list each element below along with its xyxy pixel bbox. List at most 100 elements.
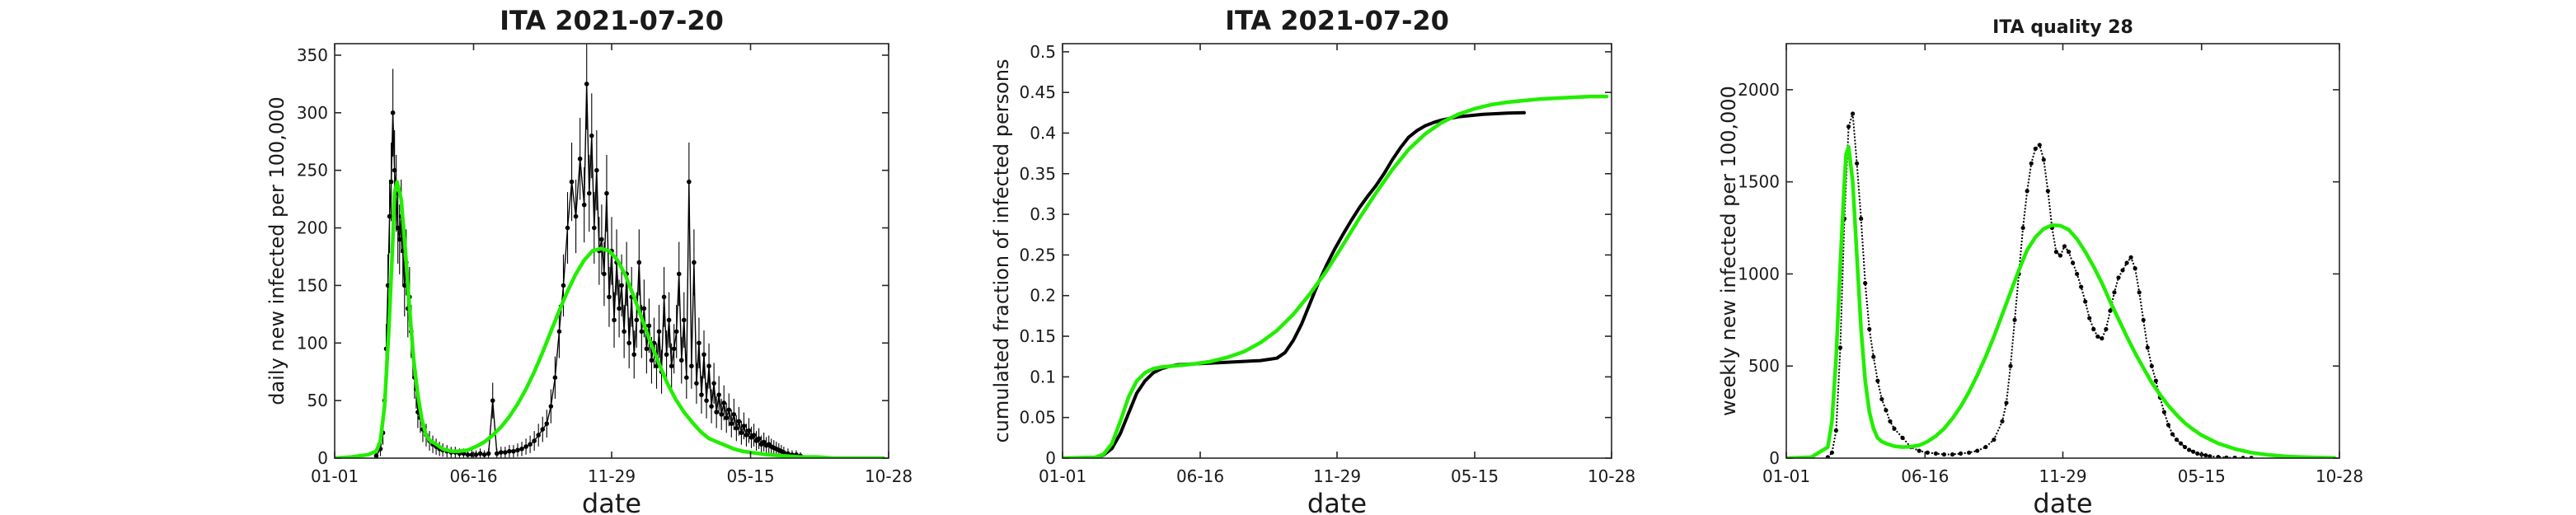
data-point (396, 236, 402, 242)
data-point (756, 436, 762, 442)
data-point (2203, 453, 2208, 458)
data-point (2133, 266, 2137, 271)
chart-title: ITA quality 28 (1992, 17, 2133, 38)
data-point (673, 329, 679, 335)
data-point (639, 329, 645, 335)
data-point (2216, 455, 2221, 458)
data-point (669, 363, 674, 369)
data-point (2183, 444, 2188, 450)
data-point (594, 167, 599, 173)
data-point (2075, 271, 2080, 277)
data-point (1950, 452, 1955, 457)
y-tick-label: 0.05 (1019, 408, 1056, 428)
data-point (544, 421, 550, 426)
data-point (666, 317, 672, 323)
data-point (387, 213, 392, 219)
data-point (646, 323, 652, 329)
data-point (1958, 451, 1964, 456)
y-tick-label: 0 (1769, 448, 1780, 468)
data-point (599, 236, 604, 242)
y-axis-label: cumulated fraction of infected persons (990, 59, 1013, 442)
data-point (515, 447, 520, 453)
y-tick-label: 1000 (1738, 264, 1780, 283)
x-tick-label: 10-28 (2316, 466, 2363, 486)
data-point (2020, 225, 2025, 231)
data-point (684, 375, 689, 380)
series-line-observed (1827, 113, 2252, 458)
data-point (556, 329, 562, 335)
data-point (1892, 426, 1897, 431)
y-tick-label: 250 (297, 161, 328, 180)
chart-title: ITA 2021-07-20 (1225, 5, 1449, 36)
data-point (2112, 290, 2117, 295)
data-point (612, 317, 617, 323)
data-point (481, 452, 487, 457)
data-point (619, 283, 624, 288)
data-point (507, 448, 512, 454)
data-point (2178, 441, 2184, 446)
data-point (714, 410, 719, 414)
data-point (2195, 451, 2200, 456)
data-point (678, 358, 684, 363)
data-point (1859, 216, 1864, 221)
data-point (636, 260, 642, 265)
y-tick-label: 2000 (1738, 80, 1780, 100)
data-point (2083, 299, 2088, 304)
data-point (584, 82, 589, 87)
data-point (607, 294, 612, 300)
y-tick-label: 200 (297, 218, 328, 238)
data-point (622, 329, 626, 335)
data-point (719, 412, 724, 417)
y-tick-label: 150 (297, 275, 328, 295)
data-point (548, 404, 554, 409)
x-tick-label: 05-15 (726, 466, 774, 486)
data-point (523, 444, 528, 449)
x-tick-label: 06-16 (1176, 466, 1224, 486)
data-point (2208, 454, 2212, 458)
data-point (2062, 244, 2067, 249)
data-point (2025, 189, 2029, 194)
data-point (1917, 448, 1921, 453)
series-group (1786, 111, 2337, 458)
data-point (711, 381, 716, 386)
data-point (2066, 250, 2072, 255)
data-point (661, 294, 667, 300)
data-point (676, 271, 682, 277)
y-tick-label: 0.5 (1030, 42, 1056, 62)
data-point (373, 453, 379, 458)
y-tick-label: 0.1 (1030, 367, 1056, 386)
data-point (2174, 438, 2180, 442)
series-group (335, 44, 886, 458)
data-point (1846, 124, 1851, 129)
data-point (694, 381, 699, 386)
data-point (573, 213, 579, 219)
data-point (2008, 363, 2013, 368)
y-tick-label: 300 (297, 103, 328, 123)
data-point (1888, 419, 1893, 424)
y-tick-label: 1500 (1738, 172, 1780, 192)
data-point (746, 428, 752, 433)
data-point (1855, 161, 1860, 166)
data-point (2058, 253, 2063, 258)
data-point (1992, 438, 1997, 442)
data-point (2091, 326, 2096, 332)
x-tick-label: 05-15 (1451, 466, 1499, 486)
chart-panel-daily: ITA 2021-07-20 0 50 100 150 200 250 300 350 01-01… (265, 5, 913, 515)
data-point (490, 398, 495, 403)
y-tick-label: 350 (297, 45, 328, 65)
x-tick-label: 11-29 (1313, 466, 1361, 486)
data-point (2041, 157, 2046, 162)
data-point (2000, 419, 2005, 424)
data-point (519, 447, 524, 452)
x-tick-label: 11-29 (588, 466, 636, 486)
series-line-model (335, 180, 886, 458)
data-point (2120, 268, 2125, 273)
data-point (1879, 396, 1884, 402)
series-line-model (1063, 94, 1609, 458)
y-tick-label: 0.25 (1019, 245, 1056, 265)
plot-area-frame (1785, 43, 2340, 459)
x-tick-label: 06-16 (449, 466, 497, 486)
data-point (388, 179, 394, 185)
data-point (2153, 378, 2158, 383)
data-point (1825, 455, 1830, 458)
